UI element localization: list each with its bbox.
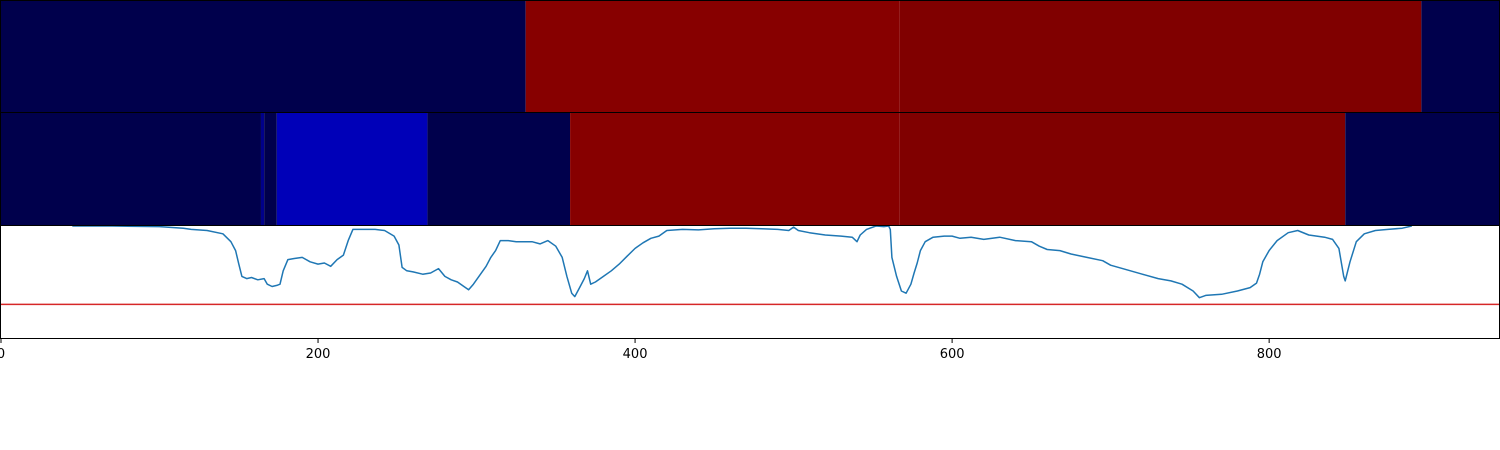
x-tick-label-600: 600 [940, 347, 965, 362]
heatmap-cell-2-3 [276, 113, 428, 225]
x-tick-label-400: 400 [623, 347, 648, 362]
x-tick-label-800: 800 [1257, 347, 1282, 362]
heatmap-cell-2-4 [427, 113, 571, 225]
heatmap-cell-2-2 [264, 113, 277, 225]
heatmap-cell-1-0 [1, 1, 526, 112]
heatmap-cell-2-6 [899, 113, 1346, 225]
heatmap-cell-1-1 [525, 1, 900, 112]
x-axis: 0 200 400 600 800 [0, 338, 1282, 362]
line-panel [0, 225, 1500, 339]
heatmap-cell-2-5 [570, 113, 900, 225]
heatmap-cell-2-0 [1, 113, 261, 225]
heatmap-cell-2-1 [260, 113, 265, 225]
heatmap-cell-1-3 [1421, 1, 1499, 112]
series-line-0 [72, 225, 1412, 299]
x-tick-label-200: 200 [306, 347, 331, 362]
heatmap-panel-1 [0, 0, 1500, 113]
heatmap-cell-1-2 [899, 1, 1422, 112]
x-tick-label-0: 0 [0, 347, 5, 362]
heatmap-cell-2-7 [1345, 113, 1499, 225]
line-panel-background [0, 226, 1500, 338]
heatmap-panel-2 [0, 112, 1500, 226]
